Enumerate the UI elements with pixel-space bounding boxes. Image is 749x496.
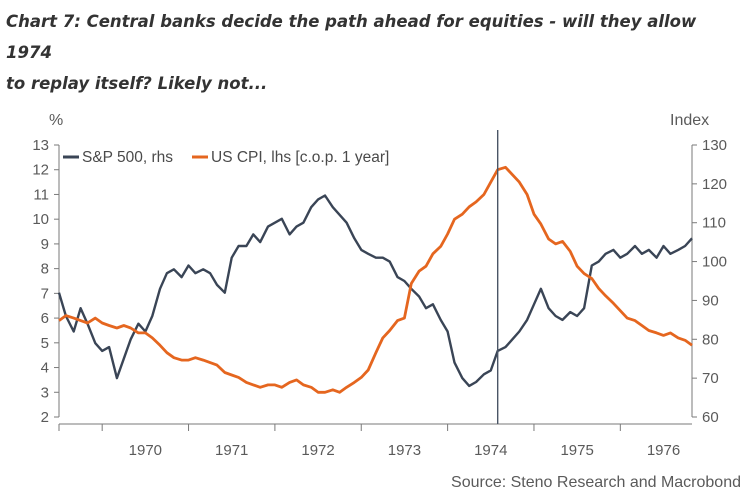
x-tick-label: 1975: [560, 442, 593, 459]
x-tick-label: 1971: [215, 442, 248, 459]
x-tick-label: 1970: [129, 442, 162, 459]
left-tick-label: 3: [41, 384, 49, 401]
left-tick-label: 7: [41, 285, 49, 302]
legend-label-cpi: US CPI, lhs [c.o.p. 1 year]: [211, 149, 389, 166]
right-tick-label: 100: [702, 254, 727, 271]
left-axis-unit: %: [49, 112, 63, 129]
right-tick-label: 60: [702, 409, 719, 426]
x-tick-label: 1976: [647, 442, 680, 459]
chart-title: Chart 7: Central banks decide the path a…: [6, 6, 741, 99]
left-tick-label: 11: [33, 186, 49, 203]
x-tick-label: 1972: [301, 442, 334, 459]
left-tick-label: 2: [41, 409, 49, 426]
x-axis-ticks: 1970 1971 1972 1973 1974 1975 1976: [58, 424, 680, 459]
right-tick-label: 90: [702, 292, 719, 309]
right-tick-label: 80: [702, 331, 719, 348]
series-line-cpi: [58, 165, 693, 394]
left-tick-label: 6: [41, 310, 49, 327]
left-axis-ticks: 2 3 4 5 6 7 8 9 10 11 12 13: [32, 137, 59, 426]
chart-title-line-1: Chart 7: Central banks decide the path a…: [6, 12, 697, 62]
right-axis-ticks: 60 70 80 90 100 110 120 130: [692, 137, 727, 426]
right-axis-unit: Index: [670, 112, 709, 129]
legend-label-sp500: S&P 500, rhs: [82, 149, 173, 166]
left-tick-label: 9: [41, 236, 49, 253]
right-tick-label: 130: [702, 137, 727, 154]
right-tick-label: 70: [702, 370, 719, 387]
left-tick-label: 8: [41, 261, 49, 278]
chart-title-line-2: to replay itself? Likely not...: [6, 74, 268, 93]
source-note: Source: Steno Research and Macrobond: [451, 474, 741, 491]
right-tick-label: 120: [702, 176, 727, 193]
left-tick-label: 10: [32, 211, 49, 228]
x-tick-label: 1974: [474, 442, 507, 459]
left-tick-label: 4: [41, 360, 49, 377]
right-tick-label: 110: [702, 215, 726, 232]
left-tick-label: 12: [32, 162, 49, 179]
legend: S&P 500, rhs US CPI, lhs [c.o.p. 1 year]: [63, 149, 389, 166]
x-tick-label: 1973: [388, 442, 421, 459]
series-line-sp500: [57, 194, 693, 388]
left-tick-label: 13: [32, 137, 49, 154]
left-tick-label: 5: [41, 335, 49, 352]
